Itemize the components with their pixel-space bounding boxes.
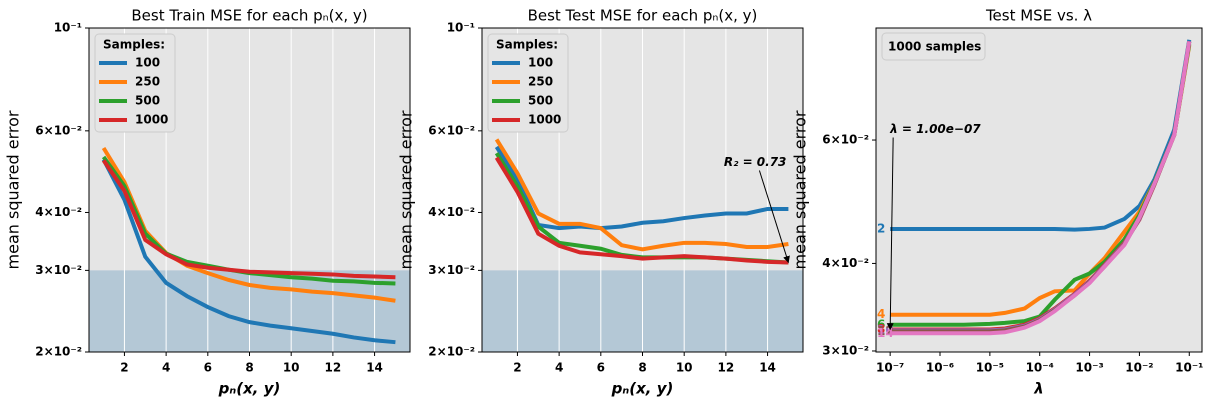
legend-box bbox=[94, 33, 176, 133]
y-tick-label: 4×10⁻² bbox=[428, 205, 475, 219]
plot-frame bbox=[88, 27, 411, 353]
legend-title: Samples: bbox=[103, 38, 165, 52]
y-tick-label: 2×10⁻² bbox=[35, 345, 82, 359]
annotation-text: λ = 1.00e−07 bbox=[889, 122, 981, 136]
y-tick-label: 2×10⁻² bbox=[428, 345, 475, 359]
x-tick-label: 10 bbox=[676, 361, 693, 375]
y-tick-label: 4×10⁻² bbox=[822, 256, 869, 270]
x-tick-label: 8 bbox=[638, 361, 646, 375]
x-tick-label: 2 bbox=[120, 361, 128, 375]
box-text: 1000 samples bbox=[888, 40, 981, 54]
x-tick-label: 10⁻¹ bbox=[1175, 361, 1203, 375]
x-tick-label: 10⁻⁵ bbox=[976, 361, 1004, 375]
legend-label: 1000 bbox=[528, 113, 561, 127]
y-tick-label: 3×10⁻² bbox=[822, 343, 869, 357]
legend-label: 250 bbox=[528, 75, 553, 89]
series-line bbox=[890, 40, 1192, 336]
legend-label: 250 bbox=[135, 75, 160, 89]
y-axis-label: mean squared error bbox=[791, 110, 810, 269]
annotation-text: R₂ = 0.73 bbox=[724, 155, 787, 169]
y-tick-label: 3×10⁻² bbox=[428, 263, 475, 277]
y-tick-label: 10⁻¹ bbox=[54, 21, 82, 35]
annotation-arrow bbox=[886, 137, 894, 331]
y-axis-label: mean squared error bbox=[4, 110, 23, 269]
text-box bbox=[881, 32, 986, 61]
x-tick-label: 6 bbox=[204, 361, 212, 375]
legend-label: 500 bbox=[135, 94, 160, 108]
series-line bbox=[494, 156, 789, 265]
series-label: 6 bbox=[877, 317, 885, 331]
y-tick-label: 3×10⁻² bbox=[35, 263, 82, 277]
y-tick-label: 6×10⁻² bbox=[428, 123, 475, 137]
series-line bbox=[890, 39, 1192, 232]
x-tick-label: 12 bbox=[325, 361, 342, 375]
x-axis-label: pₙ(x, y) bbox=[218, 380, 281, 398]
legend-label: 100 bbox=[528, 56, 553, 70]
series-label: 4 bbox=[877, 307, 885, 321]
x-tick-label: 14 bbox=[366, 361, 383, 375]
legend-title: Samples: bbox=[496, 38, 558, 52]
chart-title: Best Test MSE for each pₙ(x, y) bbox=[528, 7, 758, 25]
series-line bbox=[494, 138, 789, 252]
legend-label: 100 bbox=[135, 56, 160, 70]
x-tick-label: 10⁻⁷ bbox=[876, 361, 904, 375]
x-tick-label: 12 bbox=[718, 361, 735, 375]
x-tick-label: 10⁻⁶ bbox=[926, 361, 954, 375]
legend-box bbox=[487, 33, 569, 133]
legend-label: 500 bbox=[528, 94, 553, 108]
chart-title: Best Train MSE for each pₙ(x, y) bbox=[131, 7, 367, 25]
x-tick-label: 10⁻⁴ bbox=[1026, 361, 1054, 375]
plot-frame bbox=[481, 27, 804, 353]
x-axis-label: pₙ(x, y) bbox=[611, 380, 674, 398]
x-tick-label: 10 bbox=[283, 361, 300, 375]
x-tick-label: 14 bbox=[759, 361, 776, 375]
y-tick-label: 10⁻¹ bbox=[447, 21, 475, 35]
y-tick-label: 6×10⁻² bbox=[822, 133, 869, 147]
x-tick-label: 10⁻² bbox=[1125, 361, 1153, 375]
plot-frame bbox=[875, 27, 1203, 353]
series-label: 8 bbox=[877, 322, 885, 336]
series-line bbox=[101, 158, 396, 345]
y-axis-label: mean squared error bbox=[397, 110, 416, 269]
annotation-arrow bbox=[758, 170, 790, 264]
series-line bbox=[101, 159, 396, 280]
x-tick-label: 10⁻³ bbox=[1075, 361, 1103, 375]
series-label: 2 bbox=[877, 221, 885, 235]
x-tick-label: 4 bbox=[555, 361, 563, 375]
chart-title: Test MSE vs. λ bbox=[985, 7, 1092, 25]
y-tick-label: 6×10⁻² bbox=[35, 123, 82, 137]
x-axis-label: λ bbox=[1033, 380, 1044, 398]
x-tick-label: 4 bbox=[162, 361, 170, 375]
legend-label: 1000 bbox=[135, 113, 168, 127]
series-label: 14 bbox=[877, 326, 894, 340]
series-line bbox=[494, 145, 789, 231]
x-tick-label: 8 bbox=[245, 361, 253, 375]
y-tick-label: 4×10⁻² bbox=[35, 205, 82, 219]
x-tick-label: 2 bbox=[513, 361, 521, 375]
x-tick-label: 6 bbox=[597, 361, 605, 375]
